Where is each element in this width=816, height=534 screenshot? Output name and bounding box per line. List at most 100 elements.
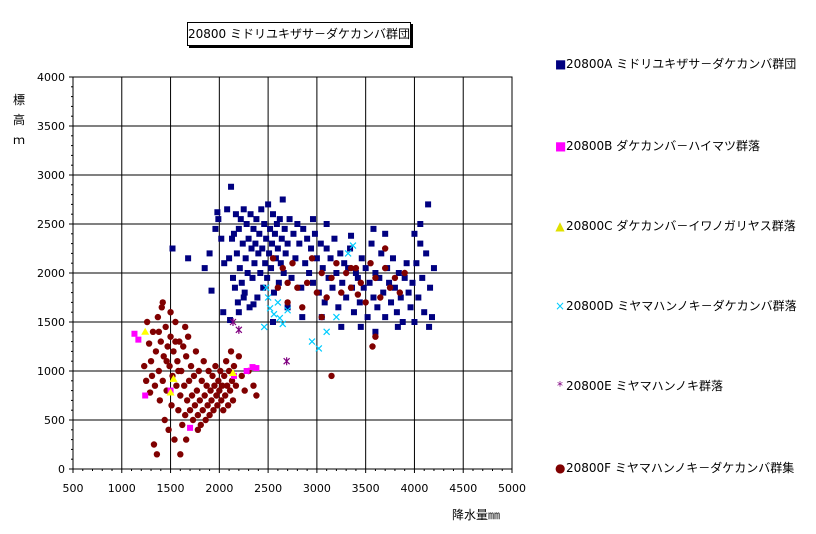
data-point: [237, 216, 244, 223]
legend-item-a: ■20800A ミドリユキザサ－ダケカンバ群団: [555, 56, 796, 72]
data-point: [253, 216, 260, 223]
data-point: [160, 353, 167, 360]
data-point: [157, 338, 164, 345]
data-point: [323, 294, 330, 301]
data-point: [203, 382, 210, 389]
data-point: [350, 309, 357, 316]
data-point: [311, 230, 318, 237]
data-point: [177, 392, 184, 399]
data-point: [229, 274, 236, 281]
data-point: [347, 264, 355, 272]
data-point: [190, 372, 198, 380]
data-point: [185, 255, 192, 262]
data-point: [298, 284, 305, 291]
data-point: [175, 407, 182, 414]
data-point: [220, 309, 227, 316]
data-point: [219, 382, 226, 389]
x-tick-label: 500: [63, 482, 84, 495]
data-point: [342, 269, 350, 277]
data-point: [191, 402, 199, 409]
data-point: [193, 387, 201, 394]
y-tick-label: 1000: [37, 365, 65, 378]
data-point: [374, 304, 381, 311]
data-point: [270, 289, 277, 296]
data-point: [284, 304, 291, 311]
legend-marker-asterisk-icon: *: [557, 379, 563, 393]
data-point: [229, 397, 237, 404]
data-point: [197, 421, 204, 429]
data-point: [226, 387, 234, 394]
data-point: [149, 328, 157, 335]
data-point: [164, 343, 171, 350]
data-point: [223, 382, 231, 389]
data-point: [323, 221, 330, 227]
data-point: [235, 353, 243, 360]
data-point: [167, 333, 174, 340]
legend-label: 20800A ミドリユキザサ－ダケカンバ群団: [566, 57, 797, 71]
data-point: [250, 301, 257, 308]
data-point: [294, 284, 301, 291]
data-point: [162, 323, 169, 331]
data-point: [147, 358, 155, 365]
data-point: [263, 235, 270, 242]
data-point: [282, 250, 289, 257]
data-point: [426, 323, 433, 330]
data-point: [357, 323, 364, 330]
data-point: [141, 327, 150, 335]
data-point: [254, 294, 261, 301]
data-point: [430, 265, 437, 272]
data-point: [303, 279, 311, 286]
data-point: [238, 279, 245, 286]
legend-marker-triangle-icon: ▲: [555, 219, 565, 233]
data-point: [269, 240, 276, 247]
data-point: [370, 225, 377, 232]
data-point: [338, 289, 345, 296]
data-point: [188, 392, 196, 399]
data-point: [279, 320, 287, 328]
data-point: [228, 368, 237, 376]
data-point: [391, 274, 399, 282]
data-point: [154, 313, 162, 321]
data-point: [240, 294, 247, 301]
data-point: [288, 274, 295, 281]
data-point: [151, 382, 159, 389]
data-point: [173, 382, 180, 389]
data-point: [146, 389, 154, 396]
data-point: [339, 279, 346, 286]
data-point: [274, 245, 281, 252]
data-point: [362, 299, 369, 306]
data-point: [264, 294, 272, 301]
data-point: [231, 284, 238, 291]
data-point: [155, 367, 163, 375]
data-point: [212, 362, 219, 370]
data-point: [179, 421, 186, 429]
data-point: [257, 270, 264, 276]
x-tick-label: 5000: [498, 482, 526, 495]
data-point: [382, 230, 389, 237]
data-point: [356, 299, 363, 306]
y-tick-label: 3000: [37, 169, 65, 182]
data-point: [222, 358, 230, 365]
x-tick-label: 2500: [254, 482, 282, 495]
data-point: [214, 209, 221, 216]
data-point: [156, 397, 164, 404]
data-point: [158, 304, 165, 311]
data-point: [235, 309, 242, 316]
data-point: [253, 365, 260, 372]
data-point: [200, 358, 207, 365]
data-point: [395, 270, 402, 276]
data-point: [232, 211, 239, 218]
data-point: [250, 225, 257, 232]
data-point: [196, 397, 204, 404]
data-point: [249, 364, 256, 371]
data-point: [202, 416, 209, 424]
data-point: [170, 348, 177, 355]
data-point: [429, 314, 436, 321]
data-point: [226, 255, 233, 262]
data-point: [425, 201, 432, 208]
data-point: [215, 377, 222, 384]
data-point: [163, 358, 170, 365]
data-point: [308, 255, 316, 262]
legend-label: 20800F ミヤマハンノキ－ダケカンバ群集: [566, 461, 795, 475]
data-point: [211, 382, 218, 389]
